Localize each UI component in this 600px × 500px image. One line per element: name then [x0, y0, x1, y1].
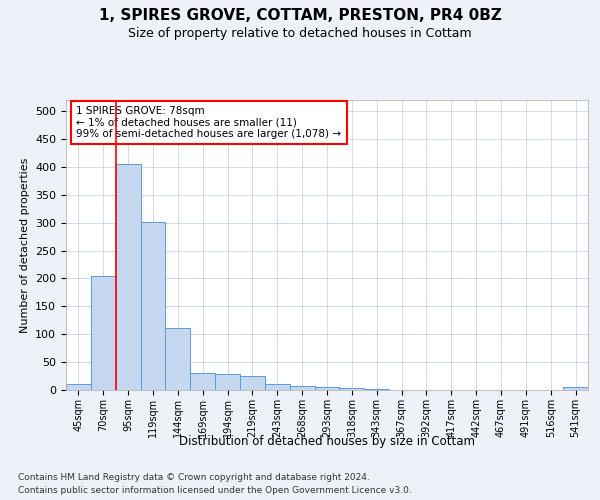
Bar [140, 222, 166, 390]
Text: Contains public sector information licensed under the Open Government Licence v3: Contains public sector information licen… [18, 486, 412, 495]
Text: Distribution of detached houses by size in Cottam: Distribution of detached houses by size … [179, 435, 475, 448]
Bar [190, 374, 215, 390]
Bar [340, 388, 364, 390]
Bar [265, 384, 290, 390]
Bar [314, 387, 340, 390]
Text: Size of property relative to detached houses in Cottam: Size of property relative to detached ho… [128, 28, 472, 40]
Text: 1, SPIRES GROVE, COTTAM, PRESTON, PR4 0BZ: 1, SPIRES GROVE, COTTAM, PRESTON, PR4 0B… [98, 8, 502, 22]
Y-axis label: Number of detached properties: Number of detached properties [20, 158, 29, 332]
Bar [66, 384, 91, 390]
Bar [563, 387, 588, 390]
Bar [290, 386, 314, 390]
Text: Contains HM Land Registry data © Crown copyright and database right 2024.: Contains HM Land Registry data © Crown c… [18, 472, 370, 482]
Bar [240, 376, 265, 390]
Bar [91, 276, 116, 390]
Text: 1 SPIRES GROVE: 78sqm
← 1% of detached houses are smaller (11)
99% of semi-detac: 1 SPIRES GROVE: 78sqm ← 1% of detached h… [76, 106, 341, 139]
Bar [215, 374, 240, 390]
Bar [116, 164, 140, 390]
Bar [166, 328, 190, 390]
